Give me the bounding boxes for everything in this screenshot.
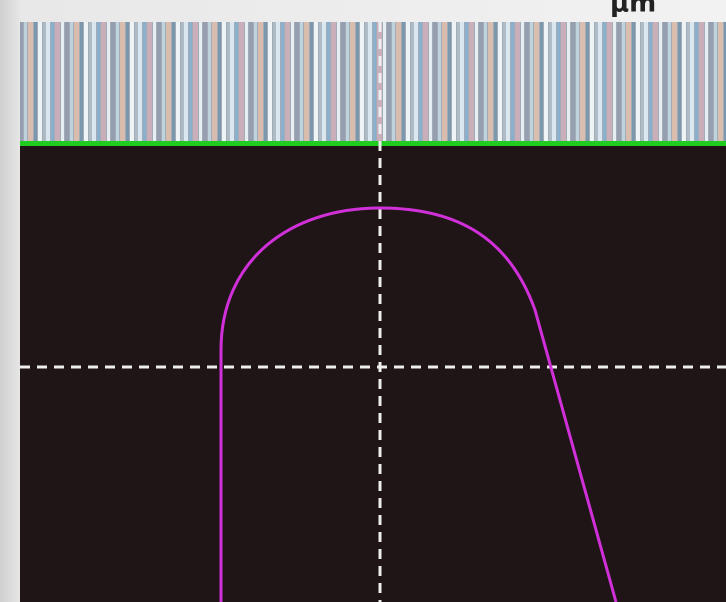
- profile-curve: [219, 206, 618, 602]
- reference-line: [20, 141, 726, 146]
- unit-label: μm: [610, 0, 656, 19]
- sample-image-strip: [20, 22, 726, 142]
- measurement-area: [20, 146, 726, 602]
